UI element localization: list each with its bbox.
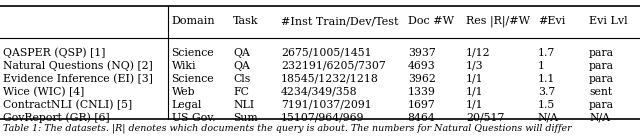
- Text: 1697: 1697: [408, 100, 435, 110]
- Text: 1/1: 1/1: [466, 87, 483, 97]
- Text: 1.1: 1.1: [538, 74, 555, 84]
- Text: sent: sent: [589, 87, 612, 97]
- Text: Domain: Domain: [172, 16, 215, 26]
- Text: Legal: Legal: [172, 100, 202, 110]
- Text: para: para: [589, 48, 614, 58]
- Text: 1.7: 1.7: [538, 48, 555, 58]
- Text: Evidence Inference (EI) [3]: Evidence Inference (EI) [3]: [3, 74, 152, 84]
- Text: ContractNLI (CNLI) [5]: ContractNLI (CNLI) [5]: [3, 100, 132, 110]
- Text: Wiki: Wiki: [172, 61, 196, 71]
- Text: Science: Science: [172, 74, 214, 84]
- Text: NLI: NLI: [233, 100, 254, 110]
- Text: FC: FC: [233, 87, 249, 97]
- Text: Cls: Cls: [233, 74, 250, 84]
- Text: 1339: 1339: [408, 87, 436, 97]
- Text: 4234/349/358: 4234/349/358: [281, 87, 358, 97]
- Text: Table 1: The datasets. |R| denotes which documents the query is about. The numbe: Table 1: The datasets. |R| denotes which…: [3, 123, 571, 133]
- Text: Res |R|/#W: Res |R|/#W: [466, 15, 530, 27]
- Text: 232191/6205/7307: 232191/6205/7307: [281, 61, 386, 71]
- Text: 18545/1232/1218: 18545/1232/1218: [281, 74, 379, 84]
- Text: 8464: 8464: [408, 113, 435, 123]
- Text: Science: Science: [172, 48, 214, 58]
- Text: N/A: N/A: [538, 113, 559, 123]
- Text: #Evi: #Evi: [538, 16, 565, 26]
- Text: Sum: Sum: [233, 113, 258, 123]
- Text: 20/517: 20/517: [466, 113, 504, 123]
- Text: Evi Lvl: Evi Lvl: [589, 16, 628, 26]
- Text: Doc #W: Doc #W: [408, 16, 454, 26]
- Text: 3937: 3937: [408, 48, 435, 58]
- Text: 1/1: 1/1: [466, 74, 483, 84]
- Text: 3.7: 3.7: [538, 87, 555, 97]
- Text: GovReport (GR) [6]: GovReport (GR) [6]: [3, 112, 109, 123]
- Text: 15107/964/969: 15107/964/969: [281, 113, 365, 123]
- Text: #Inst Train/Dev/Test: #Inst Train/Dev/Test: [281, 16, 399, 26]
- Text: N/A: N/A: [589, 113, 610, 123]
- Text: 1/12: 1/12: [466, 48, 490, 58]
- Text: Wice (WIC) [4]: Wice (WIC) [4]: [3, 87, 84, 97]
- Text: 2675/1005/1451: 2675/1005/1451: [281, 48, 372, 58]
- Text: QA: QA: [233, 61, 250, 71]
- Text: QA: QA: [233, 48, 250, 58]
- Text: 7191/1037/2091: 7191/1037/2091: [281, 100, 372, 110]
- Text: 1: 1: [538, 61, 545, 71]
- Text: para: para: [589, 74, 614, 84]
- Text: US Gov.: US Gov.: [172, 113, 215, 123]
- Text: Task: Task: [233, 16, 259, 26]
- Text: 1.5: 1.5: [538, 100, 555, 110]
- Text: para: para: [589, 61, 614, 71]
- Text: Natural Questions (NQ) [2]: Natural Questions (NQ) [2]: [3, 60, 152, 71]
- Text: QASPER (QSP) [1]: QASPER (QSP) [1]: [3, 47, 105, 58]
- Text: para: para: [589, 100, 614, 110]
- Text: 4693: 4693: [408, 61, 435, 71]
- Text: Web: Web: [172, 87, 195, 97]
- Text: 1/1: 1/1: [466, 100, 483, 110]
- Text: 1/3: 1/3: [466, 61, 483, 71]
- Text: 3962: 3962: [408, 74, 436, 84]
